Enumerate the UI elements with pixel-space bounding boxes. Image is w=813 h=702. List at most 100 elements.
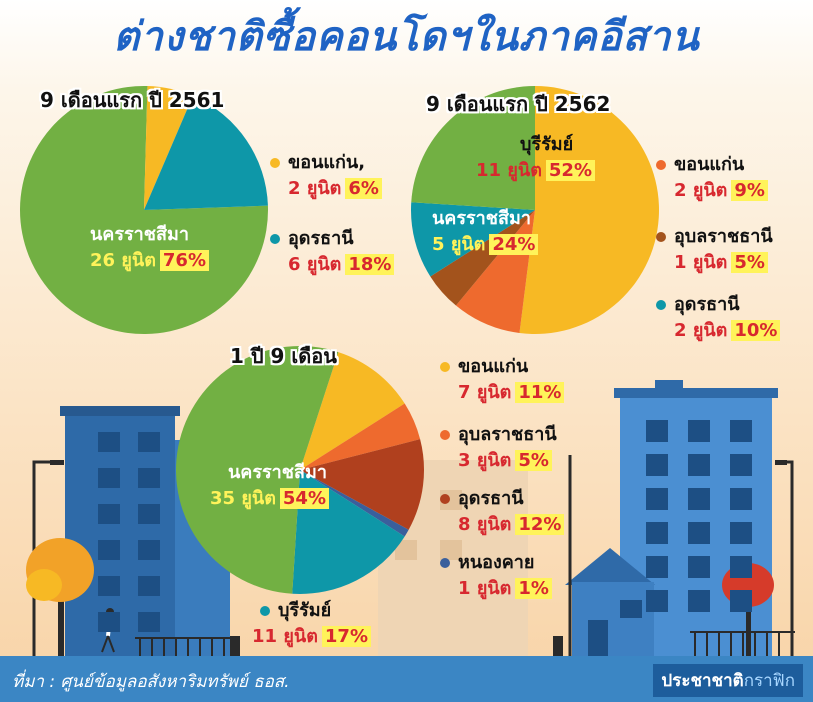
- pie3-label-ubon-name: อุบลราชธานี: [458, 424, 557, 445]
- pie2-khonkaen-dot-icon: [656, 160, 666, 170]
- pie2-label-udon-unit: ยูนิต: [692, 320, 728, 341]
- window: [730, 590, 752, 612]
- pie2-label-nakhon-unit: ยูนิต: [450, 234, 486, 255]
- pie3-label-ubon: อุบลราชธานี 3 ยูนิต 5%: [440, 422, 557, 474]
- pie2-label-buriram-unit: ยูนิต: [507, 160, 542, 181]
- pie1-label-udon: อุดรธานี 6 ยูนิต 18%: [270, 226, 395, 278]
- window: [688, 590, 710, 612]
- pie3-label-udon: อุดรธานี 8 ยูนิต 12%: [440, 486, 565, 538]
- pie2-label-ubon: อุบลราชธานี 1 ยูนิต 5%: [656, 224, 773, 276]
- pie3-label-nakhon: นครราชสีมา 35 ยูนิต 54%: [210, 460, 329, 512]
- window: [688, 454, 710, 476]
- pie1-slice-1: [144, 86, 193, 210]
- window: [688, 556, 710, 578]
- window: [98, 504, 120, 524]
- pie3-label-udon-unit: ยูนิต: [476, 514, 512, 535]
- pie3-label-nakhon-unit: ยูนิต: [241, 488, 276, 509]
- brand-logo: ประชาชาติกราฟิก: [653, 664, 803, 697]
- pie2-udon-dot-icon: [656, 300, 666, 310]
- pie2-label-ubon-pct: 5%: [731, 252, 768, 273]
- pie2-label-udon: อุดรธานี 2 ยูนิต 10%: [656, 292, 781, 344]
- pie3-label-khonkaen-pct: 11%: [515, 382, 565, 403]
- pie3-label-nongkhai-pct: 1%: [515, 578, 552, 599]
- pie2-slice-4: [411, 86, 535, 210]
- pie2-label-khonkaen-pct: 9%: [731, 180, 768, 201]
- pie1-label-nakhon-unit: ยูนิต: [121, 250, 156, 271]
- pie3-label-khonkaen: ขอนแก่น 7 ยูนิต 11%: [440, 354, 565, 406]
- pie1-label-udon-pct: 18%: [345, 254, 395, 275]
- pie3-ubon-dot-icon: [440, 430, 450, 440]
- window: [730, 556, 752, 578]
- pie2-label-buriram-name: บุรีรัมย์: [520, 134, 574, 155]
- window: [730, 420, 752, 442]
- footer-bar: ที่มา : ศูนย์ข้อมูลอสังหาริมทรัพย์ ธอส. …: [0, 656, 813, 702]
- pie1-label-udon-unit: ยูนิต: [306, 254, 342, 275]
- pie3-label-khonkaen-unit: ยูนิต: [476, 382, 512, 403]
- pie3-label-udon-units: 8: [458, 514, 471, 535]
- window: [138, 576, 160, 596]
- pie3-label-nongkhai-units: 1: [458, 578, 471, 599]
- window: [138, 504, 160, 524]
- window: [138, 612, 160, 632]
- window: [98, 612, 120, 632]
- pie3-label-ubon-units: 3: [458, 450, 471, 471]
- window: [688, 420, 710, 442]
- pie3-khonkaen-dot-icon: [440, 362, 450, 372]
- window: [138, 540, 160, 560]
- fence-right: [690, 631, 795, 660]
- window: [98, 540, 120, 560]
- pie1-slice-2: [144, 96, 268, 210]
- pie1-udon-dot-icon: [270, 234, 280, 244]
- pie3-label-nongkhai-unit: ยูนิต: [476, 578, 512, 599]
- pie3-label-nakhon-pct: 54%: [279, 488, 329, 509]
- pie2-label-buriram: บุรีรัมย์ 11 ยูนิต 52%: [476, 132, 595, 184]
- pie3-slice-3: [300, 470, 409, 537]
- pie1-label-khonkaen-pct: 6%: [345, 178, 382, 199]
- window: [646, 454, 668, 476]
- pie3-slice-2: [300, 439, 424, 530]
- right-house: [572, 582, 654, 660]
- window: [730, 488, 752, 510]
- pie1-label-udon-units: 6: [288, 254, 301, 275]
- pie2-slice-2: [430, 210, 535, 306]
- pie1-label-nakhon-pct: 76%: [159, 250, 209, 271]
- pie1-label-khonkaen: ขอนแก่น, 2 ยูนิต 6%: [270, 150, 382, 202]
- pie1-label-khonkaen-unit: ยูนิต: [306, 178, 342, 199]
- pie2-title: 9 เดือนแรก ปี 2562: [426, 92, 611, 116]
- pie2-label-khonkaen-units: 2: [674, 180, 687, 201]
- window: [98, 432, 120, 452]
- pie3-label-buriram: บุรีรัมย์ 11 ยูนิต 17%: [252, 598, 371, 650]
- window: [730, 454, 752, 476]
- source-note: ที่มา : ศูนย์ข้อมูลอสังหาริมทรัพย์ ธอส.: [12, 672, 290, 692]
- pie3-label-ubon-unit: ยูนิต: [476, 450, 512, 471]
- pie1-label-nakhon-units: 26: [90, 250, 116, 271]
- pie3-label-buriram-name: บุรีรัมย์: [278, 600, 332, 621]
- pie1-title: 9 เดือนแรก ปี 2561: [40, 88, 225, 112]
- pie1-label-nakhon: นครราชสีมา 26 ยูนิต 76%: [90, 222, 209, 274]
- window: [138, 432, 160, 452]
- pie2-label-khonkaen-unit: ยูนิต: [692, 180, 728, 201]
- window: [98, 468, 120, 488]
- pie2-label-udon-pct: 10%: [731, 320, 781, 341]
- window: [98, 576, 120, 596]
- window: [646, 420, 668, 442]
- page-title: ต่างชาติซื้อคอนโดฯในภาคอีสาน: [113, 14, 700, 60]
- pie2-label-udon-name: อุดรธานี: [674, 294, 740, 315]
- pie3-title: 1 ปี 9 เดือน: [230, 344, 337, 368]
- window: [646, 556, 668, 578]
- pie3-label-nakhon-name: นครราชสีมา: [228, 462, 327, 483]
- pie3-label-buriram-unit: ยูนิต: [283, 626, 318, 647]
- pie3-label-nongkhai-name: หนองคาย: [458, 552, 535, 573]
- pie3-nongkhai-dot-icon: [440, 558, 450, 568]
- hydrant-right: [553, 636, 563, 660]
- pie2-label-nakhon-pct: 24%: [489, 234, 539, 255]
- pie2-label-ubon-units: 1: [674, 252, 687, 273]
- pie3-label-khonkaen-units: 7: [458, 382, 471, 403]
- brand-sub: กราฟิก: [743, 671, 795, 691]
- pie2-label-buriram-pct: 52%: [545, 160, 595, 181]
- window: [688, 488, 710, 510]
- pie3-label-buriram-units: 11: [252, 626, 278, 647]
- pie3-label-ubon-pct: 5%: [515, 450, 552, 471]
